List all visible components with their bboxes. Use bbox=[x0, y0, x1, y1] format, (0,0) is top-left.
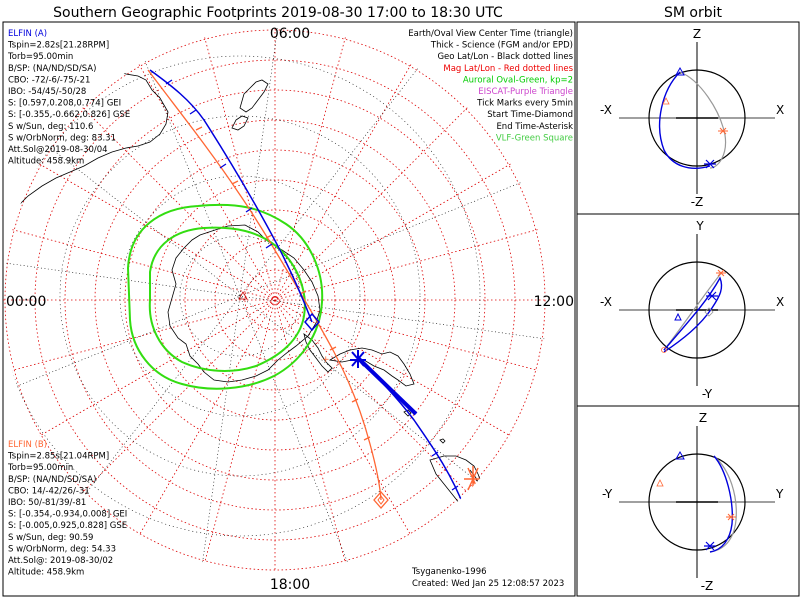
model-credit: Tsyganenko-1996 bbox=[411, 567, 487, 577]
elfin-b-info-line: IBO: 50/-81/39/-81 bbox=[8, 498, 86, 508]
elfin-a-info-line: S: [0.597,0.208,0.774] GEI bbox=[8, 99, 121, 109]
elfin-b-info-line: B/SP: (NA/ND/SD/SA) bbox=[8, 475, 96, 485]
elfin-b-info-line: S w/OrbNorm, deg: 54.33 bbox=[8, 544, 116, 554]
elfin-a-info-line: Altitude: 458.9km bbox=[8, 157, 84, 167]
earth-circle-xz bbox=[648, 69, 746, 167]
mag-lat-circle bbox=[124, 149, 426, 451]
legend-item: Earth/Oval View Center Time (triangle) bbox=[408, 29, 573, 39]
p1-axis-top: Z bbox=[693, 27, 701, 41]
elfin-a-info-line: Torb=95.00min bbox=[7, 52, 73, 62]
elfin-a-title: ELFIN (A) bbox=[8, 29, 47, 39]
legend-item: Geo Lat/Lon - Black dotted lines bbox=[437, 52, 573, 62]
mag-lat-circle bbox=[64, 89, 486, 511]
legend-item: Tick Marks every 5min bbox=[476, 99, 573, 109]
page-title: Southern Geographic Footprints 2019-08-3… bbox=[53, 5, 503, 21]
legend-item: EISCAT-Purple Triangle bbox=[478, 87, 573, 97]
map-frame bbox=[2, 21, 576, 597]
elfin-b-info-line: Altitude: 458.9km bbox=[8, 568, 84, 578]
orbit-title: SM orbit bbox=[664, 5, 723, 21]
clock-label-bottom: 18:00 bbox=[270, 577, 310, 593]
elfin-b-ticks bbox=[195, 126, 371, 441]
orbit-panel-xz: Z -Z -X X bbox=[600, 27, 784, 209]
svg-text:+: + bbox=[322, 355, 330, 365]
elfin-a-info-line: CBO: -72/-6/-75/-21 bbox=[8, 75, 90, 85]
peninsula-coast bbox=[303, 333, 333, 373]
legend: Earth/Oval View Center Time (triangle) Th… bbox=[408, 29, 573, 143]
elfin-b-info-line: Tspin=2.85s[21.04RPM] bbox=[7, 452, 109, 462]
elfin-a-info: ELFIN (A) Tspin=2.82s[21.28RPM]Torb=95.0… bbox=[7, 29, 130, 167]
geo-lat-circle bbox=[179, 235, 301, 357]
legend-item: Mag Lat/Lon - Red dotted lines bbox=[443, 64, 573, 74]
elfin-a-ticks bbox=[165, 79, 459, 491]
legend-item: Start Time-Diamond bbox=[487, 110, 573, 120]
orbit-panel-xy: Y -Y -X X bbox=[600, 219, 784, 401]
p2-axis-right: X bbox=[776, 295, 784, 309]
geo-lat-circle bbox=[59, 115, 421, 477]
elfin-a-start-diamond bbox=[304, 312, 320, 332]
elfin-a-info-line: Tspin=2.82s[21.28RPM] bbox=[7, 41, 109, 51]
legend-item: VLF-Green Square bbox=[496, 133, 573, 143]
p1-axis-right: X bbox=[776, 103, 784, 117]
p3-axis-top: Z bbox=[699, 411, 707, 425]
earth-circle-yz bbox=[648, 453, 746, 551]
legend-item: End Time-Asterisk bbox=[496, 122, 573, 132]
legend-item: Auroral Oval-Green, kp=2 bbox=[463, 75, 573, 85]
p2-axis-top: Y bbox=[695, 219, 704, 233]
p2-axis-bottom: -Y bbox=[702, 387, 713, 401]
elfin-a-info-line: S w/Sun, deg: 110.6 bbox=[8, 122, 93, 132]
sm-orbit-panels: Z -Z -X X Y -Y -X X bbox=[576, 21, 800, 597]
elfin-a-track bbox=[149, 69, 473, 521]
elfin-b-info-line: CBO: 14/-42/26/-31 bbox=[8, 486, 90, 496]
clock-label-left: 00:00 bbox=[6, 294, 46, 310]
earth-circle-xy bbox=[648, 261, 746, 359]
p3-axis-left: -Y bbox=[602, 487, 613, 501]
clock-label-right: 12:00 bbox=[534, 294, 574, 310]
elfin-b-info: ELFIN (B) Tspin=2.85s[21.04RPM]Torb=95.0… bbox=[7, 440, 127, 578]
p1-axis-left: -X bbox=[600, 103, 612, 117]
elfin-b-info-line: Torb=95.00min bbox=[7, 463, 73, 473]
elfin-a-asterisk bbox=[350, 350, 366, 368]
elfin-b-info-line: S: [-0.354,-0.934,0.008] GEI bbox=[8, 510, 127, 520]
elfin-a-info-line: S w/OrbNorm, deg: 83.31 bbox=[8, 133, 116, 143]
elfin-a-info-line: B/SP: (NA/ND/SD/SA) bbox=[8, 64, 96, 74]
p3-axis-bottom: -Z bbox=[701, 579, 714, 593]
geo-lat-circle bbox=[119, 175, 361, 417]
geo-lat-circle bbox=[3, 55, 481, 537]
geo-latlon-grid bbox=[3, 28, 547, 572]
orbit-panel-yz: Z -Z -Y Y bbox=[602, 411, 784, 593]
elfin-b-end-asterisk bbox=[464, 466, 482, 492]
created-timestamp: Created: Wed Jan 25 12:08:57 2023 bbox=[412, 579, 564, 589]
p2-axis-left: -X bbox=[600, 295, 612, 309]
p1-axis-bottom: -Z bbox=[691, 195, 704, 209]
mag-lat-circle bbox=[4, 29, 546, 571]
view-center-triangle bbox=[238, 291, 248, 300]
elfin-b-info-line: Att.Sol@: 2019-08-30/02 bbox=[8, 556, 113, 566]
auroral-oval-inner bbox=[148, 226, 306, 372]
elfin-b-title: ELFIN (B) bbox=[8, 440, 47, 450]
elfin-b-info-line: S w/Sun, deg: 90.59 bbox=[8, 533, 93, 543]
polar-map: + bbox=[3, 28, 547, 572]
mag-lat-circle bbox=[184, 209, 366, 391]
auroral-oval bbox=[126, 203, 324, 390]
elfin-a-info-line: S: [-0.355,-0.662,0.826] GSE bbox=[8, 110, 130, 120]
new-zealand-coast bbox=[239, 79, 269, 113]
elfin-a-info-line: Att.Sol@2019-08-30/04 bbox=[8, 145, 108, 155]
clock-label-top: 06:00 bbox=[270, 26, 310, 42]
mag-latlon-grid bbox=[3, 28, 547, 572]
auroral-oval-outer bbox=[126, 203, 324, 390]
elfin-b-start-diamond bbox=[373, 491, 389, 509]
legend-item: Thick - Science (FGM and/or EPD) bbox=[430, 41, 573, 51]
p3-axis-right: Y bbox=[775, 487, 784, 501]
elfin-b-info-line: S: [-0.005,0.925,0.828] GSE bbox=[8, 521, 127, 531]
elfin-a-info-line: IBO: -54/45/-50/28 bbox=[8, 87, 86, 97]
mag-lon-line bbox=[3, 221, 547, 379]
